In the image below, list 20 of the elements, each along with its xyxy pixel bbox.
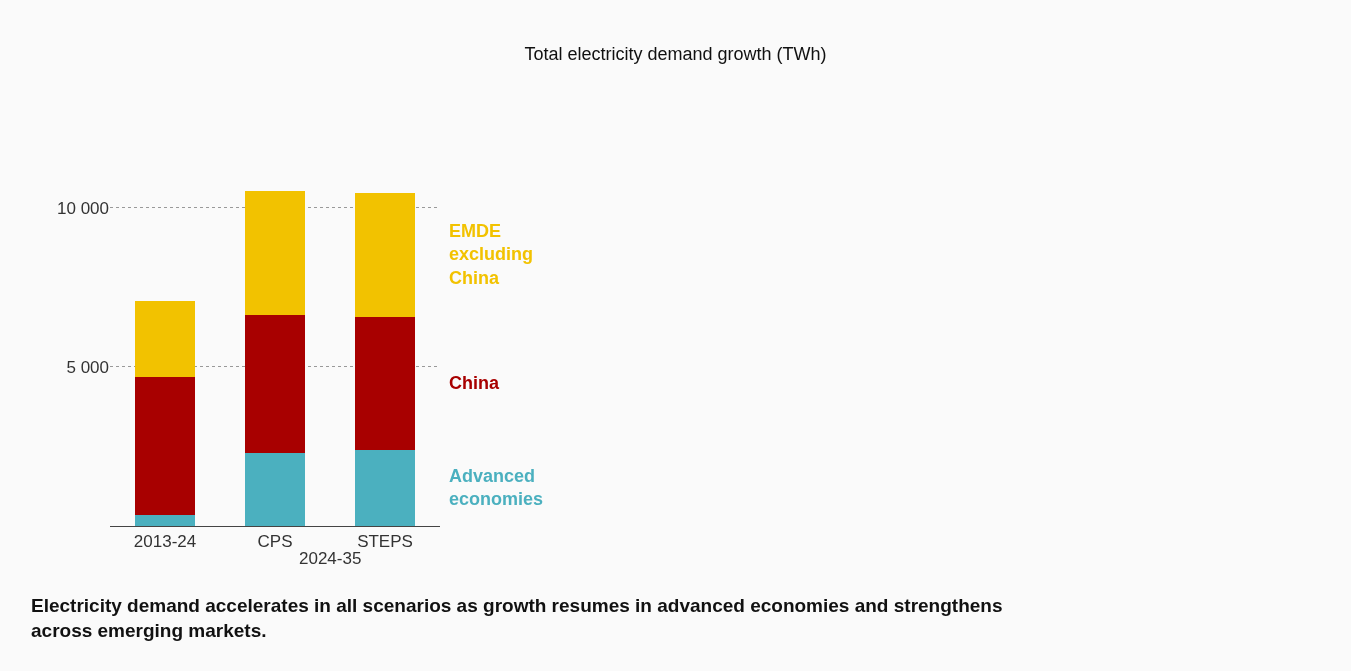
x-tick-label: STEPS: [357, 532, 413, 552]
bar: [244, 314, 306, 453]
series-label: EMDE excluding China: [449, 221, 534, 288]
bar: [134, 514, 196, 526]
bar: [244, 452, 306, 526]
bar: [244, 191, 306, 315]
text: Electricity demand accelerates in all scenarios as growth resumes in advanced economies and strengthens across emerging markets.: [31, 595, 1003, 641]
x-tick-label: 2013-24: [133, 532, 197, 552]
text: Total electricity demand growth (TWh): [524, 43, 827, 64]
bar: [354, 192, 416, 317]
y-tick-label: 5 000: [66, 357, 109, 377]
series-label: Advanced economies: [449, 466, 544, 510]
x-tick-label: CPS: [257, 532, 293, 552]
bar: [134, 300, 196, 377]
bar: [354, 449, 416, 526]
series-label: China: [449, 373, 500, 393]
bar: [354, 316, 416, 450]
bar: [134, 376, 196, 515]
text: 2024-35: [299, 549, 362, 568]
y-tick-label: 10 000: [57, 198, 109, 218]
